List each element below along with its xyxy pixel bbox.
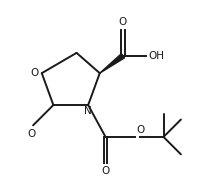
Text: O: O	[28, 129, 36, 139]
Text: O: O	[119, 17, 127, 27]
Polygon shape	[100, 54, 125, 73]
Text: O: O	[101, 167, 110, 176]
Text: N: N	[84, 107, 92, 116]
Text: OH: OH	[148, 51, 164, 61]
Text: O: O	[30, 68, 38, 78]
Text: O: O	[136, 125, 144, 135]
